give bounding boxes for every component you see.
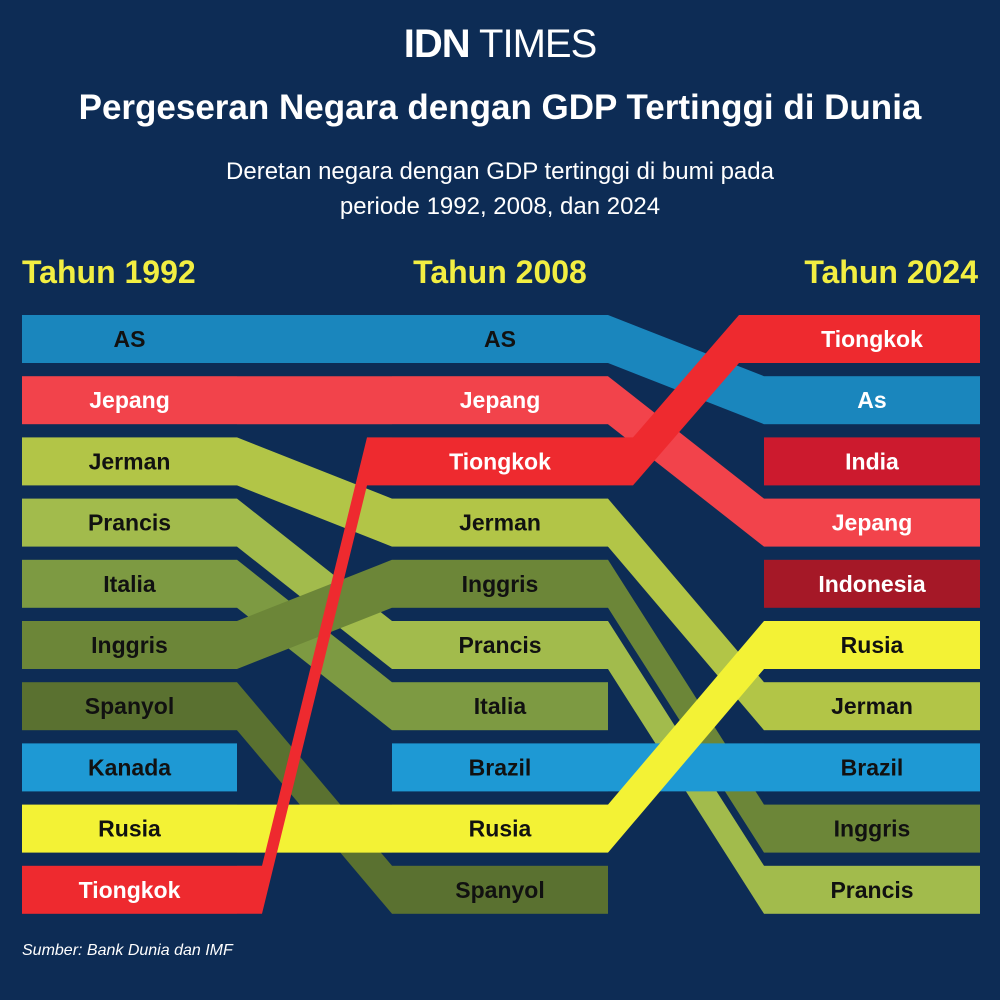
label-inggris-col1: Inggris (462, 571, 539, 597)
label-prancis-col1: Prancis (458, 632, 541, 658)
label-jepang-col2: Jepang (832, 510, 913, 536)
bar-tiongkok-col1 (392, 437, 608, 486)
logo-part-idn: IDN (403, 22, 471, 66)
bar-jepang-col2 (764, 498, 980, 547)
label-as-col2: As (857, 387, 886, 413)
source-note: Sumber: Bank Dunia dan IMF (22, 942, 233, 959)
bar-inggris-col0 (22, 621, 237, 669)
connector-tiongkok-0-1 (237, 437, 392, 914)
bar-rusia-col1 (392, 804, 608, 853)
series-italia: Italia Italia (22, 559, 608, 731)
label-rusia-col0: Rusia (98, 816, 161, 842)
label-italia-col0: Italia (103, 571, 156, 597)
series-spanyol: Spanyol Spanyol (22, 682, 608, 914)
column-heading-2024: Tahun 2024 (804, 254, 978, 290)
bar-brazil-col2 (764, 743, 980, 792)
connector-italia-0-1 (237, 559, 392, 731)
bar-as-col1 (392, 315, 608, 363)
label-as-col0: AS (114, 326, 146, 352)
label-rusia-col1: Rusia (469, 816, 532, 842)
bar-italia-col0 (22, 559, 237, 608)
label-spanyol-col1: Spanyol (455, 877, 544, 903)
bar-jerman-col2 (764, 682, 980, 731)
connector-rusia-0-1 (237, 804, 392, 853)
label-jerman-col0: Jerman (89, 448, 171, 474)
bar-rusia-col0 (22, 804, 237, 853)
bar-india-col2 (764, 437, 980, 486)
series-jepang: Jepang Jepang Jepang (22, 376, 980, 547)
bar-indonesia-col2 (764, 559, 980, 608)
bar-rusia-col2 (764, 621, 980, 669)
connector-jepang-0-1 (237, 376, 392, 425)
connector-jepang-1-2 (608, 376, 764, 547)
bar-prancis-col1 (392, 621, 608, 669)
connector-spanyol-0-1 (237, 682, 392, 914)
label-spanyol-col0: Spanyol (85, 693, 174, 719)
label-prancis-col2: Prancis (830, 877, 913, 903)
label-indonesia-col2: Indonesia (818, 571, 926, 597)
connector-as-0-1 (237, 315, 392, 363)
label-as-col1: AS (484, 326, 516, 352)
label-tiongkok-col0: Tiongkok (79, 877, 181, 903)
subtitle: Deretan negara dengan GDP tertinggi di b… (0, 154, 1000, 224)
bar-italia-col1 (392, 682, 608, 731)
label-rusia-col2: Rusia (841, 632, 904, 658)
series-indonesia: Indonesia (764, 559, 980, 608)
series-india: India (764, 437, 980, 486)
bar-inggris-col2 (764, 804, 980, 853)
column-heading-1992: Tahun 1992 (22, 254, 196, 290)
bar-prancis-col2 (764, 865, 980, 914)
label-kanada-col0: Kanada (88, 754, 171, 780)
series-as: AS AS As (22, 315, 980, 425)
label-jepang-col0: Jepang (89, 387, 170, 413)
label-inggris-col2: Inggris (834, 816, 911, 842)
subtitle-line-2: periode 1992, 2008, dan 2024 (339, 193, 661, 220)
bar-inggris-col1 (392, 559, 608, 608)
label-italia-col1: Italia (474, 693, 527, 719)
label-brazil-col2: Brazil (841, 754, 904, 780)
bar-brazil-col1 (392, 743, 608, 792)
connector-prancis-0-1 (237, 498, 392, 669)
label-jerman-col1: Jerman (459, 510, 541, 536)
series-tiongkok: Tiongkok Tiongkok Tiongkok (22, 315, 980, 914)
label-jerman-col2: Jerman (831, 693, 913, 719)
bar-tiongkok-col0 (22, 865, 237, 914)
bar-jerman-col1 (392, 498, 608, 547)
bar-tiongkok-col2 (764, 315, 980, 363)
bar-jepang-col0 (22, 376, 237, 425)
label-tiongkok-col1: Tiongkok (449, 448, 551, 474)
series-brazil: Brazil Brazil (392, 743, 980, 792)
label-brazil-col1: Brazil (469, 754, 532, 780)
logo-part-times: TIMES (469, 22, 597, 66)
label-prancis-col0: Prancis (88, 510, 171, 536)
idn-times-logo: IDN TIMES (0, 22, 1000, 67)
label-india-col2: India (845, 448, 899, 474)
bar-spanyol-col0 (22, 682, 237, 731)
subtitle-line-1: Deretan negara dengan GDP tertinggi di b… (226, 158, 774, 185)
connector-inggris-0-1 (237, 559, 392, 669)
connector-as-1-2 (608, 315, 764, 425)
bar-jepang-col1 (392, 376, 608, 425)
page-title: Pergeseran Negara dengan GDP Tertinggi d… (78, 88, 922, 127)
connector-tiongkok-1-2 (608, 315, 764, 486)
series-kanada: Kanada (22, 743, 237, 792)
bar-spanyol-col1 (392, 865, 608, 914)
bar-prancis-col0 (22, 498, 237, 547)
label-jepang-col1: Jepang (460, 387, 541, 413)
label-inggris-col0: Inggris (91, 632, 168, 658)
label-tiongkok-col2: Tiongkok (821, 326, 923, 352)
column-heading-2008: Tahun 2008 (413, 254, 587, 290)
bar-as-col2 (764, 376, 980, 425)
bar-jerman-col0 (22, 437, 237, 486)
bar-as-col0 (22, 315, 237, 363)
connector-rusia-1-2 (608, 621, 764, 853)
bar-kanada-col0 (22, 743, 237, 792)
